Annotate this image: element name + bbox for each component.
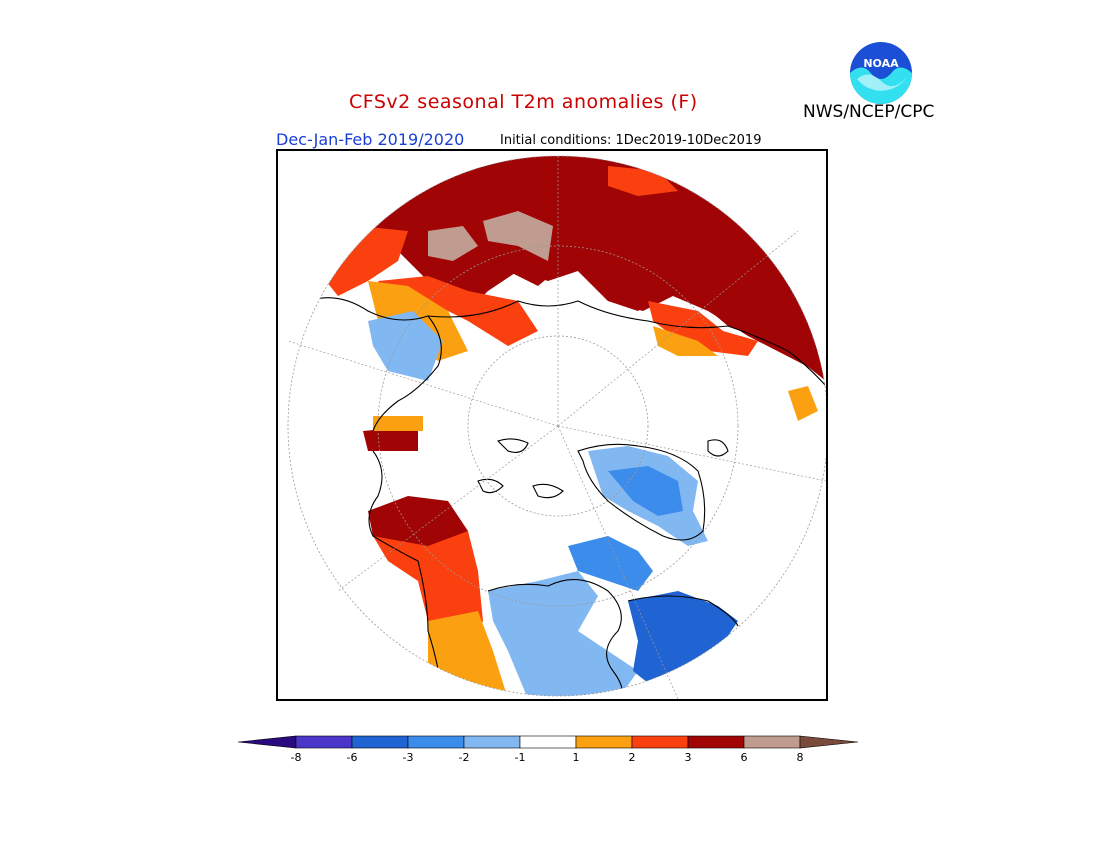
anomaly-6-8-siberia [428, 211, 553, 261]
colorbar-bin [295, 735, 353, 749]
meridians [287, 156, 826, 699]
warm-anomaly-greenland-sea [363, 426, 418, 451]
cold-anomaly-hudson [568, 536, 653, 591]
anomaly-1-2-europe [368, 281, 818, 421]
coastlines [307, 297, 826, 696]
colorbar-tick-label: -2 [458, 751, 470, 764]
colorbar-bin [631, 735, 689, 749]
colorbar-tick-label: -6 [346, 751, 358, 764]
colorbar-bin [519, 735, 577, 749]
colorbar-bin [463, 735, 521, 749]
colorbar-bin [799, 735, 859, 749]
noaa-logo-text: NOAA [863, 57, 899, 70]
agency-label: NWS/NCEP/CPC [803, 102, 935, 122]
latitude-circle-50 [377, 245, 739, 607]
colorbar-bin [351, 735, 409, 749]
map-title: CFSv2 seasonal T2m anomalies (F) [349, 91, 698, 113]
initial-conditions-label: Initial conditions: 1Dec2019-10Dec2019 [500, 133, 762, 148]
colorbar-tick-label: 8 [796, 751, 804, 764]
colorbar-bin [575, 735, 633, 749]
colorbar-bin [238, 735, 297, 749]
colorbar-bin [407, 735, 465, 749]
cold-anomaly-greenland-core [608, 466, 683, 516]
colorbar-tick-label: 1 [572, 751, 580, 764]
colorbar [238, 735, 859, 749]
colorbar-tick-label: -8 [290, 751, 302, 764]
colorbar-tick-label: 3 [684, 751, 692, 764]
warm-anomaly-alaska [368, 496, 468, 551]
polar-map-frame [276, 149, 828, 701]
noaa-logo: NOAA [850, 42, 912, 104]
cold-anomaly-canada [488, 571, 638, 696]
cold-anomaly-east-canada [628, 591, 738, 691]
latitude-circle-70 [467, 335, 649, 517]
colorbar-tick-label: 6 [740, 751, 748, 764]
warm-anomaly-orange-band [373, 416, 423, 431]
colorbar-bin [743, 735, 801, 749]
colorbar-bin [687, 735, 745, 749]
colorbar-tick-label: -1 [514, 751, 526, 764]
cold-anomaly-east-europe [368, 311, 443, 381]
season-subtitle: Dec-Jan-Feb 2019/2020 [276, 130, 465, 149]
colorbar-tick-label: -3 [402, 751, 414, 764]
polar-map [287, 155, 826, 699]
colorbar-tick-label: 2 [628, 751, 636, 764]
